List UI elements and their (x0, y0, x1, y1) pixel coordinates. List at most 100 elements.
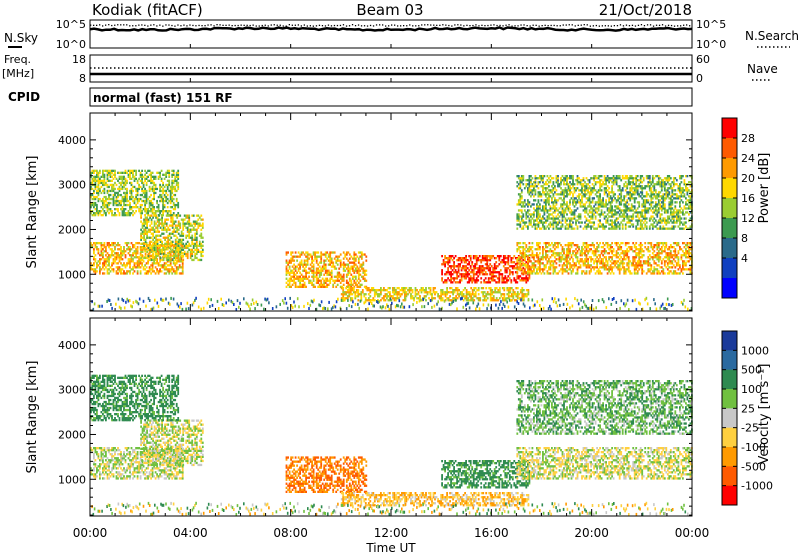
power-cell (199, 223, 201, 225)
power-cell (398, 297, 400, 299)
power-cell (492, 277, 494, 279)
power-cell (613, 272, 615, 274)
power-cell (137, 180, 139, 182)
power-cell (664, 250, 666, 252)
power-cell (550, 272, 552, 274)
power-cell (525, 264, 527, 266)
power-cell (140, 257, 142, 259)
power-cell (418, 291, 420, 293)
power-cell (553, 250, 555, 252)
power-cell (584, 203, 586, 205)
power-cell (105, 254, 107, 256)
power-cell (308, 258, 310, 260)
power-cell (131, 178, 133, 180)
power-cell (649, 262, 651, 264)
power-cell (569, 201, 571, 203)
power-cell (527, 205, 529, 207)
power-cell (93, 248, 95, 250)
power-cell (104, 180, 106, 182)
power-cell (529, 201, 531, 203)
power-cell (126, 172, 128, 174)
power-cell (386, 297, 388, 299)
power-cell (503, 259, 505, 261)
power-cell (176, 190, 178, 192)
power-cell (512, 297, 514, 299)
power-cell (170, 194, 172, 196)
power-cell (113, 268, 115, 270)
power-cell (583, 248, 585, 250)
power-cell (105, 258, 107, 260)
power-cell (289, 268, 291, 270)
power-cell (174, 186, 176, 188)
power-cell (155, 184, 157, 186)
power-cell (347, 264, 349, 266)
power-cell (166, 223, 168, 225)
power-cell (556, 189, 558, 191)
power-cell (519, 183, 521, 185)
power-cell (487, 297, 489, 299)
power-cell (413, 297, 415, 299)
power-cell (527, 264, 529, 266)
power-cell (535, 266, 537, 268)
power-cell (182, 249, 184, 251)
power-cell (117, 196, 119, 198)
power-cell (143, 182, 145, 184)
power-cell (568, 272, 570, 274)
power-cell (193, 259, 195, 261)
power-cell (359, 274, 361, 276)
power-cell (126, 180, 128, 182)
power-cell (586, 217, 588, 219)
power-cell (197, 215, 199, 217)
power-cell (523, 289, 525, 291)
power-cell (583, 179, 585, 181)
power-cell (104, 190, 106, 192)
power-cell (310, 268, 312, 270)
power-cell (551, 199, 553, 201)
freq-right-tick-top: 60 (696, 53, 710, 66)
power-cell (650, 266, 652, 268)
power-cell (134, 170, 136, 172)
power-cell (152, 255, 154, 257)
power-cell (152, 266, 154, 268)
power-cell (114, 176, 116, 178)
power-cell (554, 205, 556, 207)
power-cell (571, 256, 573, 258)
power-cell (559, 242, 561, 244)
power-cell (325, 256, 327, 258)
power-cell (358, 268, 360, 270)
power-cell (673, 246, 675, 248)
nave-label: Nave (747, 62, 778, 76)
power-cell (140, 215, 142, 217)
power-cell (113, 250, 115, 252)
power-cell (599, 256, 601, 258)
power-cell (188, 215, 190, 217)
power-cell (172, 227, 174, 229)
power-cell (602, 260, 604, 262)
power-cell (547, 254, 549, 256)
power-cell (360, 297, 362, 299)
power-cell (155, 186, 157, 188)
power-cell (649, 250, 651, 252)
power-cell (134, 176, 136, 178)
power-cell (181, 231, 183, 233)
power-cell (598, 244, 600, 246)
power-cell (286, 260, 288, 262)
power-cell (410, 287, 412, 289)
freq-label: Freq. (4, 53, 31, 66)
power-cell (622, 242, 624, 244)
power-cell (126, 192, 128, 194)
power-cell (490, 295, 492, 297)
power-cell (114, 174, 116, 176)
power-cell (547, 270, 549, 272)
power-cell (550, 266, 552, 268)
power-cell (187, 255, 189, 257)
power-cell (99, 172, 101, 174)
power-cell (611, 252, 613, 254)
power-cell (518, 293, 520, 295)
power-cell (430, 287, 432, 289)
power-cell (450, 271, 452, 273)
power-cell (104, 268, 106, 270)
power-cell (146, 223, 148, 225)
power-cell (649, 254, 651, 256)
power-cell (575, 189, 577, 191)
